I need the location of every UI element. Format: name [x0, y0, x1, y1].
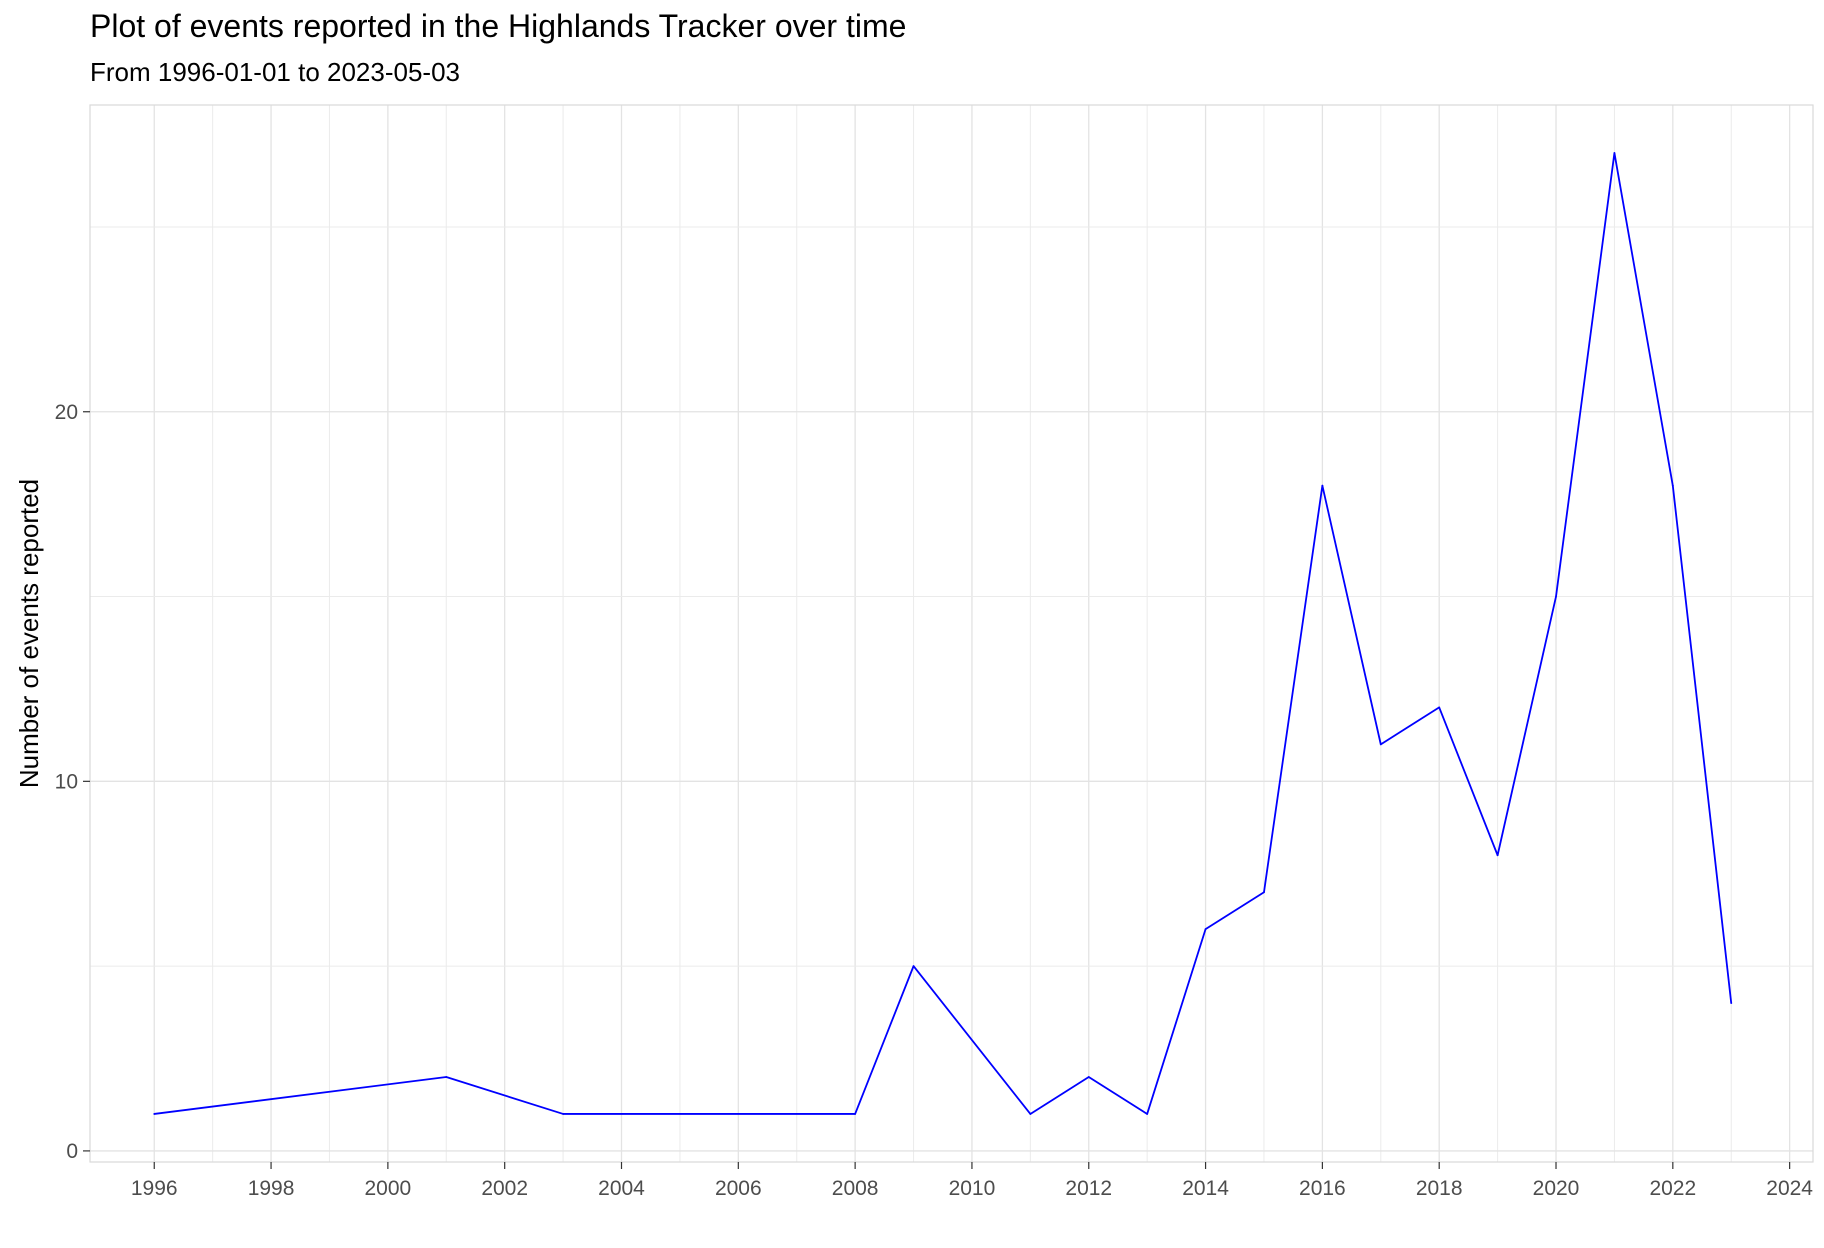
data-point — [1146, 1113, 1149, 1115]
data-point — [1087, 1076, 1090, 1078]
data-point — [1321, 484, 1324, 487]
data-point — [1204, 928, 1207, 931]
data-point — [1263, 891, 1265, 894]
data-point — [1379, 743, 1382, 746]
x-tick-label: 2010 — [949, 1177, 996, 1200]
x-tick-label: 2006 — [715, 1177, 762, 1200]
data-point — [1671, 484, 1674, 487]
y-tick-label: 20 — [55, 401, 78, 424]
axis-ticks — [83, 411, 1791, 1169]
grid-lines — [90, 105, 1813, 1162]
x-tick-label: 2004 — [598, 1177, 645, 1200]
data-point — [1438, 706, 1441, 709]
chart-title: Plot of events reported in the Highlands… — [90, 8, 907, 44]
data-point — [1730, 1002, 1733, 1004]
tick-labels: 1996 1998 2000 2002 2004 2006 2008 2010 2012 2014… — [55, 401, 1814, 1200]
x-tick-label: 2022 — [1649, 1177, 1696, 1200]
x-tick-label: 2000 — [365, 1177, 412, 1200]
x-tick-label: 2018 — [1416, 1177, 1463, 1200]
data-point — [445, 1076, 448, 1078]
y-tick-label: 10 — [55, 770, 78, 793]
x-tick-label: 2002 — [481, 1177, 528, 1200]
data-point — [1029, 1113, 1032, 1115]
x-tick-label: 2014 — [1182, 1177, 1229, 1200]
x-tick-label: 2008 — [832, 1177, 879, 1200]
plot-panel-border — [89, 104, 1814, 1163]
y-tick-label: 0 — [66, 1140, 78, 1163]
x-tick-label: 2024 — [1766, 1177, 1813, 1200]
y-axis-title: Number of events reported — [14, 479, 44, 788]
x-tick-label: 2016 — [1299, 1177, 1346, 1200]
x-tick-label: 2020 — [1533, 1177, 1580, 1200]
data-point — [912, 965, 915, 968]
data-point — [1496, 854, 1499, 857]
x-tick-label: 1998 — [248, 1177, 295, 1200]
data-point — [1613, 152, 1616, 154]
chart-subtitle: From 1996-01-01 to 2023-05-03 — [90, 57, 461, 87]
x-tick-label: 1996 — [131, 1177, 178, 1200]
series-line — [154, 152, 1733, 1115]
x-tick-label: 2012 — [1065, 1177, 1112, 1200]
data-point — [1555, 595, 1557, 598]
data-point — [854, 1113, 857, 1115]
data-point — [153, 1113, 156, 1115]
series-layer — [153, 152, 1733, 1115]
data-point — [562, 1113, 564, 1115]
